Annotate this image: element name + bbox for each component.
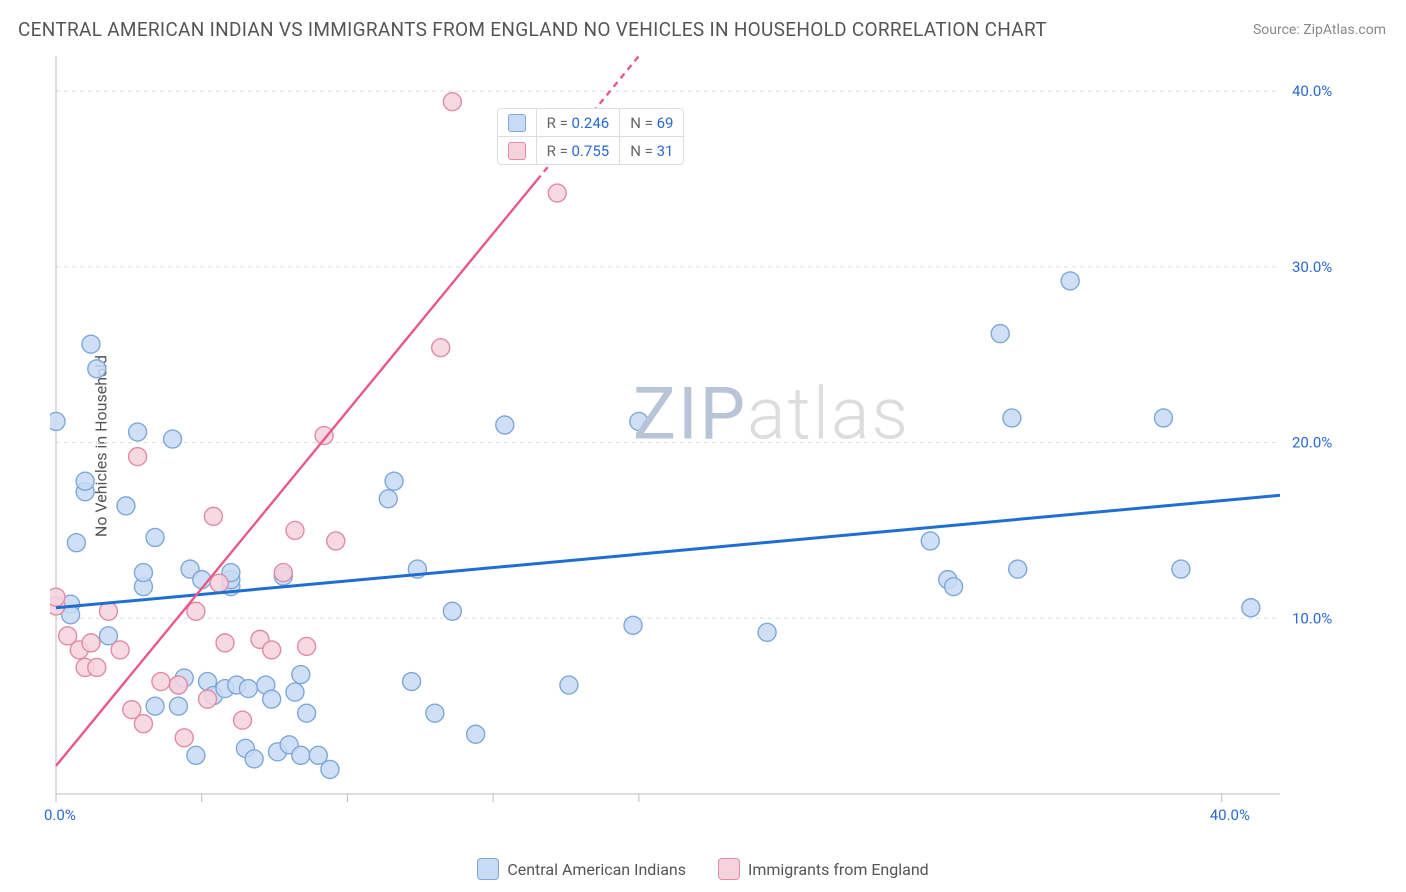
svg-text:20.0%: 20.0%: [1292, 434, 1332, 452]
legend-item-1: Immigrants from England: [718, 858, 929, 880]
legend-label-0: Central American Indians: [507, 860, 686, 879]
x-axis-tick-label: 40.0%: [1210, 806, 1250, 824]
svg-text:10.0%: 10.0%: [1292, 609, 1332, 627]
scatter-chart: 10.0% 20.0% 30.0% 40.0%: [50, 50, 1350, 820]
x-axis-tick-label: 0.0%: [44, 806, 76, 824]
stats-legend-row: R = 0.246N = 69: [498, 109, 684, 137]
legend-label-1: Immigrants from England: [748, 860, 929, 879]
series-legend: Central American Indians Immigrants from…: [0, 858, 1406, 884]
legend-swatch-0: [477, 858, 499, 880]
svg-text:40.0%: 40.0%: [1292, 82, 1332, 100]
source-attribution: Source: ZipAtlas.com: [1253, 22, 1386, 38]
legend-swatch-1: [718, 858, 740, 880]
svg-text:30.0%: 30.0%: [1292, 258, 1332, 276]
plot-area: 10.0%20.0%30.0%40.0% ZIPatlas R = 0.246N…: [50, 50, 1386, 842]
chart-title: CENTRAL AMERICAN INDIAN VS IMMIGRANTS FR…: [18, 18, 1047, 41]
legend-item-0: Central American Indians: [477, 858, 686, 880]
stats-legend: R = 0.246N = 69R = 0.755N = 31: [497, 108, 685, 165]
stats-legend-row: R = 0.755N = 31: [498, 137, 684, 165]
